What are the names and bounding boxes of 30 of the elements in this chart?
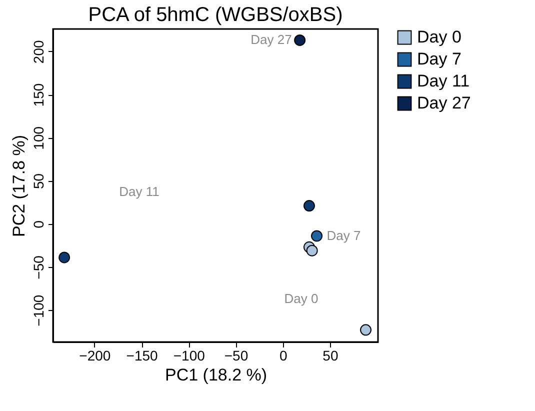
x-tick-label: −150 xyxy=(126,348,158,364)
x-tick-label: 0 xyxy=(279,348,288,364)
y-axis-title: PC2 (17.8 %) xyxy=(10,134,28,238)
annotation: Day 0 xyxy=(284,291,318,306)
chart-title: PCA of 5hmC (WGBS/oxBS) xyxy=(88,4,343,26)
x-tick-label: −200 xyxy=(79,348,111,364)
point xyxy=(311,230,323,242)
y-tick-label: 50 xyxy=(30,173,46,190)
y-tick-label: −50 xyxy=(30,255,46,280)
y-tick-label: 100 xyxy=(30,126,46,150)
legend-label: Day 7 xyxy=(417,50,462,68)
legend-label: Day 0 xyxy=(417,28,462,46)
x-tick-label: −50 xyxy=(224,348,248,364)
y-tick-label: 0 xyxy=(30,220,46,228)
point xyxy=(360,324,372,336)
y-tick-label: −100 xyxy=(30,294,46,326)
annotation: Day 27 xyxy=(250,32,292,48)
annotation: Day 7 xyxy=(326,228,361,243)
legend-label: Day 11 xyxy=(417,72,470,90)
point xyxy=(306,244,318,256)
y-tick-label: 200 xyxy=(30,40,46,64)
point xyxy=(58,252,70,264)
y-tick-label: 150 xyxy=(30,83,46,107)
legend-label: Day 27 xyxy=(417,94,471,112)
annotation: Day 11 xyxy=(119,184,160,199)
x-axis-title: PC1 (18.2 %) xyxy=(164,366,268,384)
point xyxy=(303,200,315,212)
point xyxy=(294,34,306,46)
x-tick-label: −100 xyxy=(173,348,206,364)
x-tick-label: 50 xyxy=(322,348,338,364)
